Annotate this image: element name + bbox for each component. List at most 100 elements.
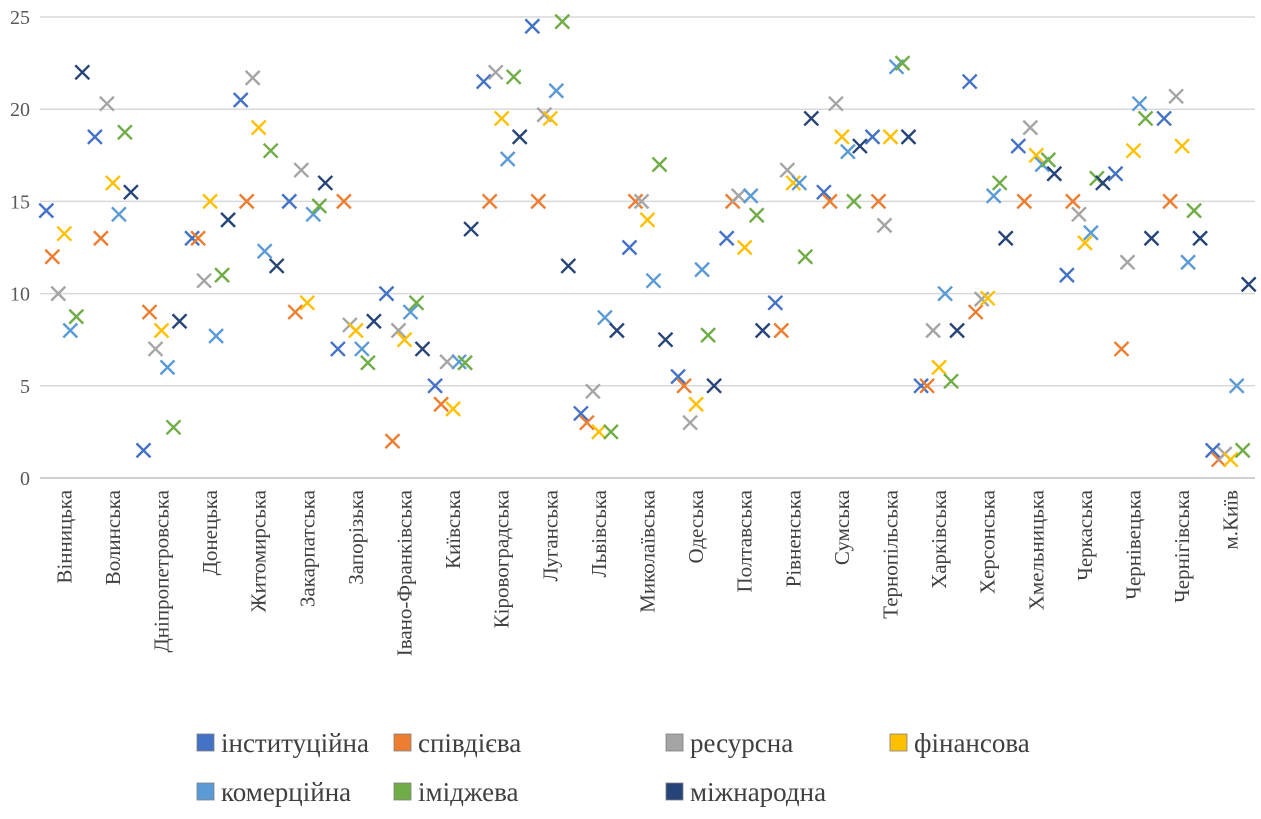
x-tick-label: Миколаївська [636, 489, 660, 612]
data-point [299, 294, 316, 311]
x-tick-label: Харківська [927, 489, 951, 589]
data-point [287, 304, 304, 320]
data-point [123, 184, 139, 201]
data-point [979, 290, 996, 307]
x-tick-label: Чернігівська [1170, 489, 1194, 603]
data-point [433, 396, 449, 413]
data-point [1174, 138, 1190, 154]
data-point [481, 193, 498, 210]
data-point [985, 188, 1002, 204]
data-point [463, 221, 479, 237]
x-tick-label: м.Київ [1219, 490, 1243, 550]
data-point [919, 377, 935, 394]
legend-label: співдієва [418, 728, 521, 758]
data-point [402, 304, 419, 320]
legend-label: міжнародна [690, 777, 826, 807]
data-point [882, 129, 899, 145]
legend-swatch [665, 733, 684, 752]
data-point [1240, 276, 1257, 293]
data-point [208, 328, 224, 344]
legend-label: ресурсна [690, 728, 793, 758]
data-point [573, 405, 589, 422]
data-point [767, 294, 784, 311]
data-point [305, 206, 322, 223]
x-tick-label: Одеська [684, 489, 708, 563]
data-point [973, 291, 990, 307]
x-axis-ticks: Вінницька Волинська Дніпропетровська Донець… [52, 489, 1242, 656]
data-point [1083, 224, 1099, 241]
data-point [487, 64, 504, 81]
data-point [791, 175, 808, 191]
data-point [834, 129, 850, 145]
legend-label: комерційна [221, 777, 351, 807]
data-point [706, 377, 722, 394]
data-point [220, 211, 236, 228]
data-point [742, 188, 759, 204]
data-point [676, 377, 692, 394]
data-point [1125, 142, 1142, 159]
data-point [396, 331, 413, 348]
data-point [876, 217, 893, 234]
data-point [773, 322, 790, 339]
data-point [730, 188, 747, 204]
data-point [141, 304, 158, 320]
x-tick-label: Кіровоградська [490, 489, 514, 628]
data-point [560, 258, 577, 274]
data-point [311, 198, 328, 214]
legend-swatch [196, 782, 215, 801]
data-point [1162, 193, 1178, 210]
data-point [700, 327, 716, 343]
data-point [196, 272, 212, 289]
data-points [38, 13, 1257, 468]
data-point [384, 433, 401, 449]
data-point [184, 230, 200, 247]
data-point [597, 309, 613, 326]
data-point [281, 193, 298, 210]
data-point [414, 341, 431, 357]
data-point [797, 248, 814, 265]
y-tick-label: 5 [20, 376, 30, 398]
data-point [694, 261, 710, 278]
data-point [688, 396, 704, 413]
data-point [997, 230, 1014, 247]
data-point [62, 322, 79, 339]
data-point [56, 225, 73, 242]
legend-label: інституційна [221, 728, 369, 758]
x-tick-label: Запорізька [344, 489, 368, 584]
gridlines [40, 16, 1255, 479]
data-point [87, 129, 103, 145]
data-point [38, 202, 55, 219]
data-point [44, 248, 61, 265]
data-point [913, 377, 929, 394]
data-point [99, 95, 115, 112]
data-point [1131, 95, 1148, 112]
y-axis-ticks: 0 5 10 15 20 25 [10, 7, 30, 490]
data-point [457, 354, 473, 371]
data-point [1192, 230, 1208, 247]
data-point [657, 331, 674, 348]
x-tick-label: Сумська [830, 489, 854, 565]
data-point [214, 267, 230, 284]
data-point [1077, 235, 1093, 251]
y-tick-label: 20 [10, 99, 30, 121]
data-point [336, 193, 352, 210]
data-point [591, 424, 607, 440]
data-point [554, 13, 571, 30]
legend-swatch [196, 733, 215, 752]
data-point [967, 304, 984, 320]
data-point [190, 230, 206, 247]
data-point [609, 322, 625, 339]
data-point [408, 294, 425, 311]
data-point [262, 142, 279, 159]
data-point [1168, 88, 1184, 105]
data-point [1107, 165, 1124, 182]
data-point [943, 373, 959, 390]
legend-label: фінансова [914, 728, 1030, 758]
x-tick-label: Волинська [101, 489, 125, 585]
data-point [1071, 206, 1087, 223]
data-point [852, 138, 868, 154]
data-point [202, 193, 218, 210]
data-point [1228, 377, 1245, 394]
data-point [354, 341, 370, 357]
data-point [682, 414, 698, 431]
